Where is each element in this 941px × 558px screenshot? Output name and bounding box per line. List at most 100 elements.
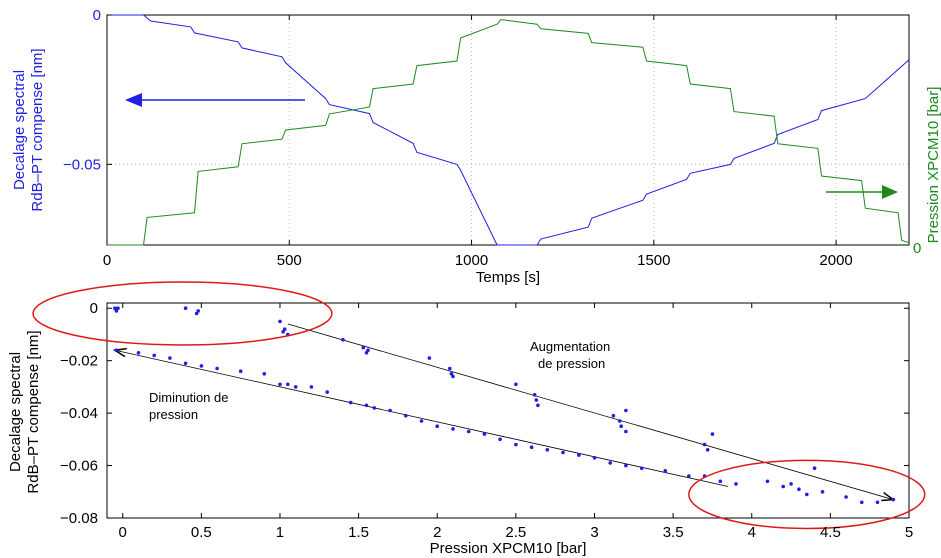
scatter-point	[262, 372, 267, 376]
series-line-pression	[107, 19, 910, 246]
green-direction-arrow	[826, 185, 898, 199]
bottom-plot-frame	[106, 302, 910, 519]
scatter-point	[705, 448, 710, 452]
scatter-point	[278, 319, 282, 324]
bottom-x-tick-label: 0	[119, 524, 127, 541]
bottom-y-tick-label: −0.08	[60, 510, 98, 527]
scatter-point	[534, 398, 539, 402]
bottom-x-axis-label: Pression XPCM10 [bar]	[430, 540, 587, 557]
scatter-point	[388, 408, 392, 413]
annotation-augmentation-line1: Augmentation	[530, 339, 610, 354]
annotation-diminution-line2: pression	[149, 407, 198, 422]
bottom-trend-lines	[112, 323, 896, 502]
scatter-point	[820, 490, 825, 494]
bottom-scatter-points	[113, 306, 896, 505]
top-grid	[107, 15, 909, 245]
bottom-highlight-ellipses	[32, 281, 926, 530]
scatter-point	[619, 424, 623, 429]
scatter-point	[113, 306, 117, 311]
scatter-point	[844, 495, 848, 499]
scatter-point	[498, 437, 502, 442]
scatter-point	[805, 492, 809, 497]
scatter-point	[891, 497, 896, 502]
scatter-point	[611, 413, 616, 418]
scatter-point	[282, 327, 287, 332]
scatter-point	[348, 400, 353, 405]
scatter-point	[451, 374, 455, 379]
bottom-y-axis-label-line2: RdB–PT compense [nm]	[25, 330, 42, 493]
scatter-point	[364, 403, 369, 408]
bottom-x-tick-label: 4.5	[820, 524, 841, 541]
scatter-point	[702, 442, 707, 447]
scatter-point	[449, 372, 454, 376]
scatter-point	[286, 382, 290, 387]
scatter-point	[734, 482, 738, 486]
scatter-point	[199, 364, 204, 368]
blue-direction-arrow	[125, 93, 305, 107]
top-y-axis-label-line1: Decalage spectral	[11, 70, 28, 190]
top-y-axis-label-line2: RdB–PT compense [nm]	[29, 48, 46, 211]
scatter-point	[293, 385, 298, 389]
scatter-point	[114, 309, 119, 313]
scatter-point	[875, 500, 880, 505]
scatter-point	[435, 424, 440, 429]
bottom-y-tick-label: 0	[90, 300, 98, 317]
top-y-ticks: 0 −0.05 0	[63, 7, 921, 257]
top-x-axis-label: Temps [s]	[476, 269, 540, 286]
top-chart: 0 500 1000 1500 2000 0 −0.05 0 Temps [s] Decal…	[11, 7, 941, 286]
scatter-point	[797, 487, 801, 492]
scatter-point	[325, 390, 330, 394]
bottom-x-tick-label: 1	[276, 524, 284, 541]
scatter-point	[561, 450, 565, 455]
bottom-x-tick-label: 2.5	[505, 524, 526, 541]
top-x-tick-label: 2000	[819, 252, 852, 269]
top-y-tick-label: −0.05	[63, 156, 101, 173]
highlight-ellipse	[688, 459, 926, 530]
scatter-point	[781, 484, 785, 489]
trend-line	[114, 349, 729, 487]
scatter-point	[592, 455, 597, 460]
scatter-point	[663, 469, 668, 473]
trend-line	[287, 323, 894, 501]
bottom-x-tick-label: 1.5	[348, 524, 369, 541]
bottom-x-tick-label: 2	[433, 524, 441, 541]
scatter-point	[687, 474, 691, 478]
scatter-point	[116, 306, 120, 311]
scatter-point	[419, 419, 424, 423]
scatter-point	[514, 382, 518, 387]
scatter-point	[789, 482, 793, 486]
scatter-point	[639, 466, 644, 471]
scatter-point	[451, 427, 455, 431]
scatter-point	[710, 432, 715, 436]
scatter-point	[624, 463, 628, 468]
top-y-right-tick-label: 0	[913, 240, 921, 257]
scatter-point	[482, 432, 487, 436]
top-x-tick-label: 1500	[637, 252, 670, 269]
bottom-y-tick-label: −0.06	[60, 458, 98, 475]
bottom-x-ticks: 0 0.5 1 1.5 2 2.5 3 3.5 4 4.5 5	[119, 303, 913, 541]
scatter-point	[364, 351, 369, 355]
scatter-point	[427, 356, 432, 360]
top-x-ticks: 0 500 1000 1500 2000	[103, 15, 853, 269]
scatter-point	[448, 366, 452, 371]
scatter-point	[196, 309, 200, 313]
scatter-point	[152, 353, 156, 358]
scatter-point	[309, 385, 314, 389]
scatter-point	[194, 311, 199, 316]
bottom-y-tick-label: −0.04	[60, 405, 98, 422]
scatter-point	[136, 351, 141, 355]
bottom-y-axis-label-line1: Decalage spectral	[7, 352, 24, 472]
bottom-y-ticks: 0 −0.02 −0.04 −0.06 −0.08	[60, 300, 909, 527]
scatter-point	[168, 356, 172, 360]
bottom-chart: 0 0.5 1 1.5 2 2.5 3 3.5 4 4.5 5 0 −0.02 −0.04 −0.06 −0…	[7, 281, 926, 557]
scatter-point	[529, 445, 534, 450]
scatter-point	[718, 479, 723, 484]
annotation-diminution-line1: Diminution de	[149, 390, 229, 405]
scatter-point	[404, 413, 408, 418]
scatter-point	[372, 406, 377, 410]
scatter-point	[281, 330, 285, 334]
top-series-pression	[107, 19, 910, 246]
scatter-point	[532, 393, 537, 397]
scatter-point	[114, 348, 119, 353]
scatter-point	[238, 369, 243, 374]
